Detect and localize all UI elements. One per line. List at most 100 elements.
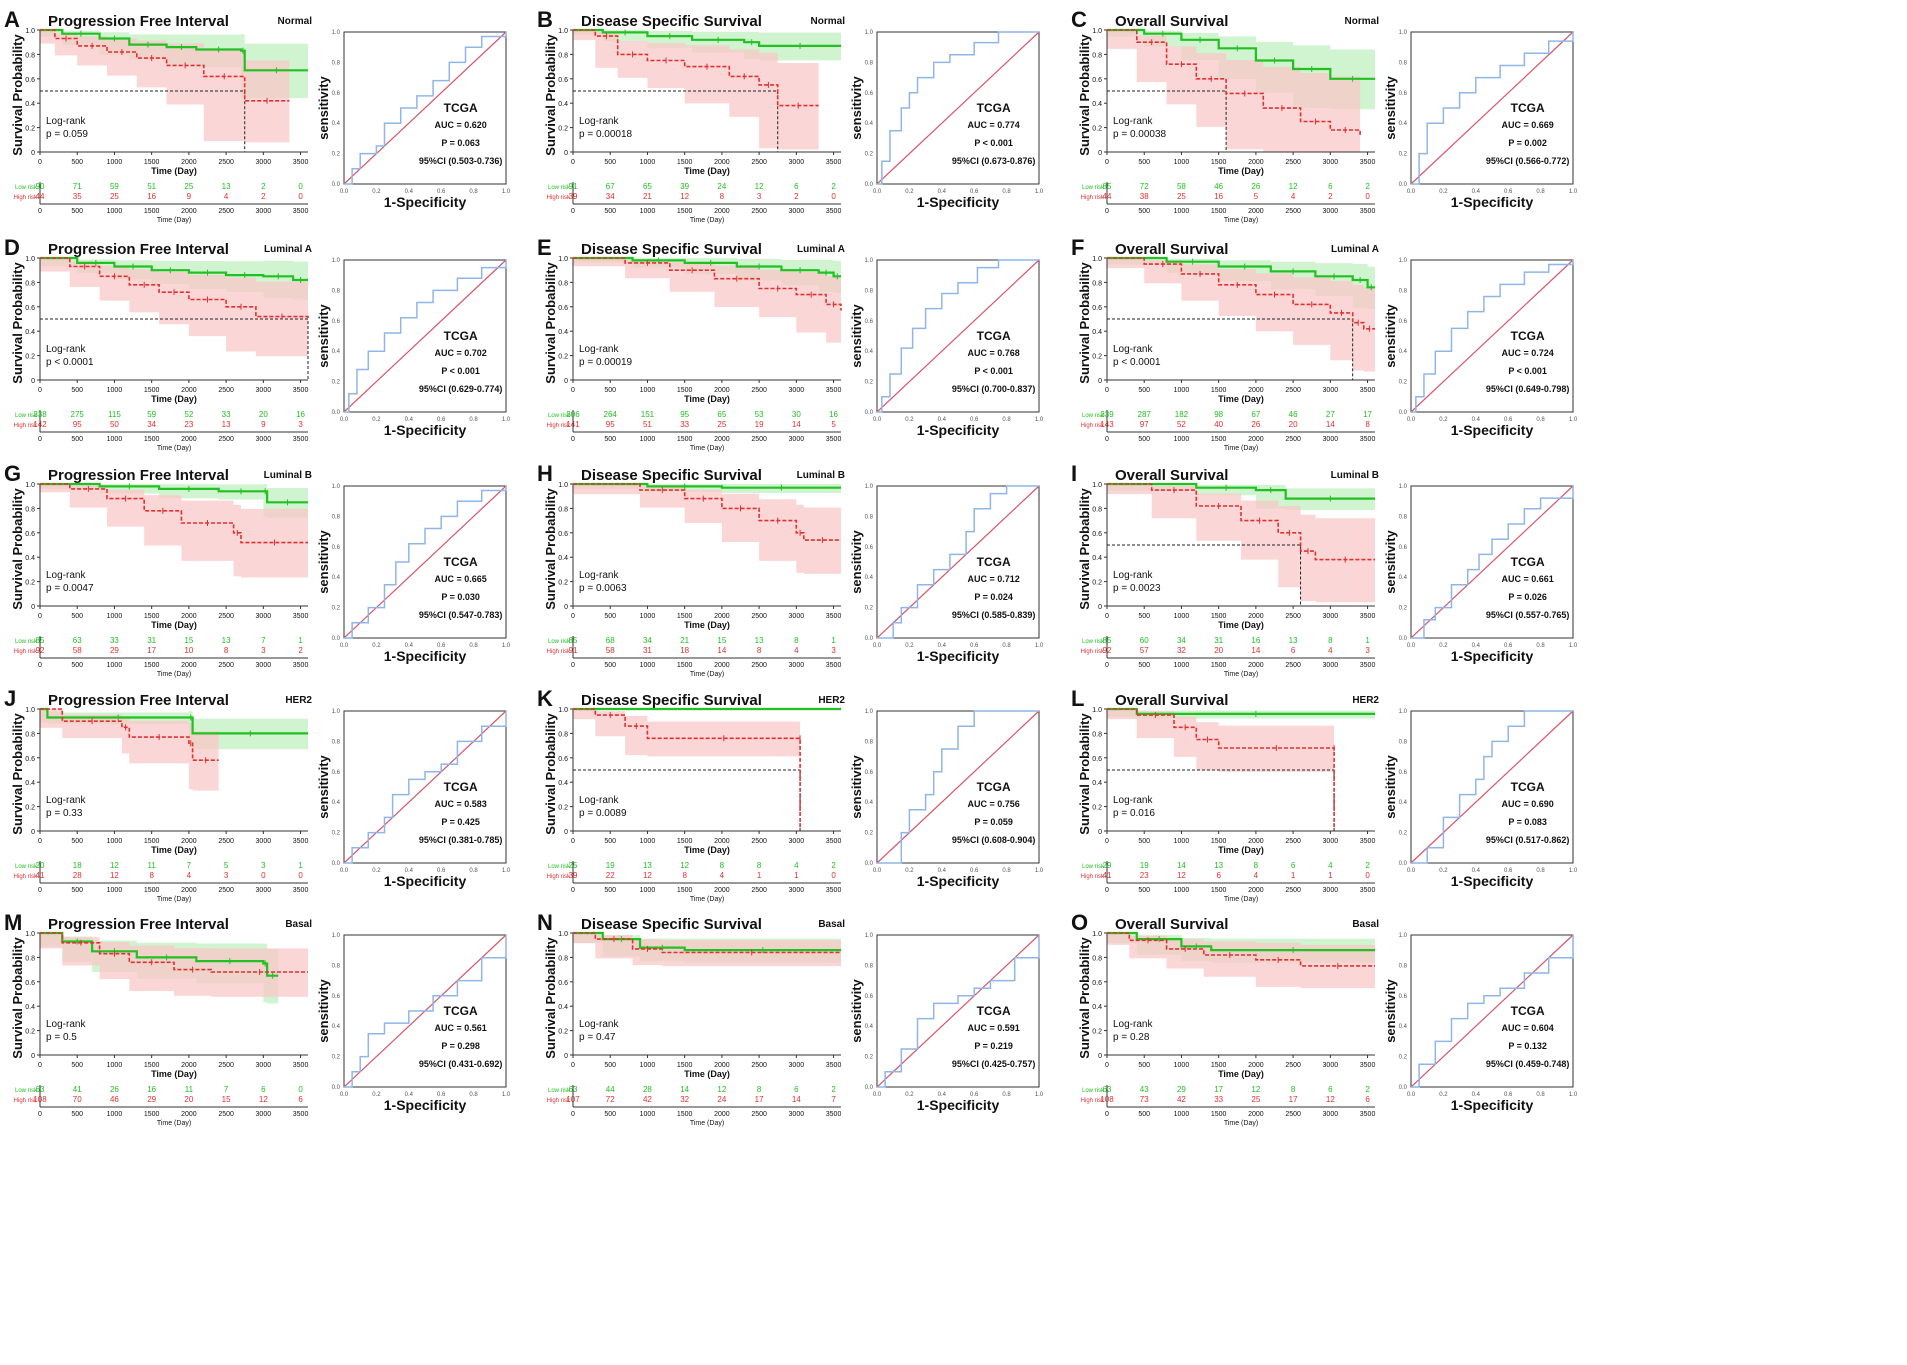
roc-x-tick-label: 0.8 bbox=[1536, 417, 1545, 423]
roc-x-tick-label: 0.2 bbox=[905, 868, 914, 874]
risk-table-x-tick: 3000 bbox=[256, 1111, 272, 1118]
roc-y-tick-label: 0.4 bbox=[1399, 575, 1408, 581]
logrank-p-value: p = 0.28 bbox=[1113, 1032, 1150, 1043]
x-tick-label: 3500 bbox=[826, 159, 842, 166]
risk-table-x-tick: 2500 bbox=[218, 436, 234, 443]
roc-x-tick-label: 1.0 bbox=[1035, 1092, 1044, 1098]
roc-y-tick-label: 0.4 bbox=[1399, 121, 1408, 127]
risk-count-low: 15 bbox=[184, 636, 193, 645]
roc-y-tick-label: 0.0 bbox=[332, 410, 341, 416]
roc-y-tick-label: 0.2 bbox=[865, 606, 874, 612]
roc-panel-J: 0.00.0 0.2 0.2 0.4 0.4 0.6 0.6 0.8 0.8 1.0 1.0 1-Sp… bbox=[316, 709, 511, 889]
risk-count-low: 2 bbox=[831, 1085, 836, 1094]
y-tick-label: 1.0 bbox=[1092, 931, 1102, 938]
risk-count-high: 2 bbox=[1328, 192, 1333, 201]
risk-count-high: 20 bbox=[1289, 420, 1298, 429]
x-tick-label: 3500 bbox=[826, 613, 842, 620]
risk-count-low: 63 bbox=[73, 636, 82, 645]
risk-count-low: 264 bbox=[604, 410, 618, 419]
y-tick-label: 0.2 bbox=[1092, 354, 1102, 361]
risk-count-low: 63 bbox=[569, 1085, 578, 1094]
risk-count-high: 21 bbox=[643, 192, 652, 201]
km-panel-B: B Disease Specific Survival Normal 0 0.2 0.4 0… bbox=[537, 7, 845, 224]
roc-frame bbox=[343, 710, 507, 864]
roc-x-tick-label: 0.2 bbox=[1439, 1092, 1448, 1098]
roc-x-tick-label: 1.0 bbox=[1569, 189, 1578, 195]
logrank-label: Log-rank bbox=[579, 795, 619, 806]
roc-frame bbox=[343, 31, 507, 185]
roc-x-tick-label: 0.6 bbox=[970, 1092, 979, 1098]
x-tick-label: 500 bbox=[71, 1062, 83, 1069]
risk-count-low: 13 bbox=[1289, 636, 1298, 645]
risk-count-low: 13 bbox=[222, 182, 231, 191]
risk-count-low: 95 bbox=[680, 410, 689, 419]
roc-panel-H: 0.00.0 0.2 0.2 0.4 0.4 0.6 0.6 0.8 0.8 1.0 1.0 1-Sp… bbox=[849, 484, 1044, 664]
roc-reference-line bbox=[343, 259, 507, 413]
risk-table-x-tick: 0 bbox=[1105, 887, 1109, 894]
high-risk-curve bbox=[40, 483, 308, 544]
roc-x-tick-label: 0.6 bbox=[1504, 417, 1513, 423]
roc-ci-value: 95%CI (0.673-0.876) bbox=[952, 156, 1036, 166]
roc-y-tick-label: 1.0 bbox=[865, 709, 874, 715]
risk-table-x-tick: 2500 bbox=[751, 208, 767, 215]
y-tick-label: 1.0 bbox=[25, 931, 35, 938]
roc-y-tick-label: 0.8 bbox=[865, 739, 874, 745]
y-tick-label: 0 bbox=[1098, 604, 1102, 611]
risk-table-x-tick: 1500 bbox=[677, 436, 693, 443]
x-tick-label: 3500 bbox=[293, 387, 309, 394]
roc-y-tick-label: 0.6 bbox=[1399, 319, 1408, 325]
roc-y-tick-label: 0.2 bbox=[332, 152, 341, 158]
roc-cohort-label: TCGA bbox=[444, 1004, 478, 1018]
risk-count-high: 0 bbox=[1365, 871, 1370, 880]
risk-table-x-tick: 2000 bbox=[1248, 436, 1264, 443]
x-tick-label: 500 bbox=[1138, 387, 1150, 394]
x-tick-label: 3000 bbox=[1323, 1062, 1339, 1069]
roc-curve bbox=[344, 486, 507, 639]
risk-count-low: 20 bbox=[36, 861, 45, 870]
risk-table-low-label: Low risk bbox=[1082, 413, 1105, 419]
y-tick-label: 0.6 bbox=[1092, 531, 1102, 538]
risk-count-low: 20 bbox=[259, 410, 268, 419]
risk-count-low: 31 bbox=[1214, 636, 1223, 645]
y-tick-label: 0.8 bbox=[558, 731, 568, 738]
roc-x-tick-label: 0.4 bbox=[1472, 1092, 1481, 1098]
roc-y-tick-label: 0.0 bbox=[332, 861, 341, 867]
roc-x-tick-label: 0.8 bbox=[469, 189, 478, 195]
roc-y-tick-label: 0.6 bbox=[332, 994, 341, 1000]
risk-table-x-tick: 1000 bbox=[1174, 436, 1190, 443]
risk-count-high: 17 bbox=[755, 1095, 764, 1104]
risk-count-low: 1 bbox=[1365, 636, 1370, 645]
risk-table-x-tick: 3000 bbox=[256, 887, 272, 894]
risk-count-high: 92 bbox=[1103, 646, 1112, 655]
roc-y-label: sensitivity bbox=[316, 75, 331, 139]
roc-x-tick-label: 0.6 bbox=[970, 189, 979, 195]
roc-x-tick-label: 0.2 bbox=[905, 417, 914, 423]
risk-table-high-label: High risk bbox=[1081, 1098, 1105, 1104]
roc-y-tick-label: 0.4 bbox=[1399, 800, 1408, 806]
risk-table-x-tick: 3000 bbox=[256, 208, 272, 215]
risk-table-x-tick: 1500 bbox=[1211, 662, 1227, 669]
roc-x-tick-label: 0.8 bbox=[1536, 189, 1545, 195]
risk-table-x-label: Time (Day) bbox=[157, 217, 191, 224]
risk-count-low: 2 bbox=[261, 182, 266, 191]
risk-table-x-tick: 0 bbox=[1105, 436, 1109, 443]
y-tick-label: 0.8 bbox=[25, 52, 35, 59]
risk-table-x-tick: 2000 bbox=[181, 1111, 197, 1118]
y-tick-label: 0.6 bbox=[25, 305, 35, 312]
risk-count-high: 4 bbox=[1291, 192, 1296, 201]
x-tick-label: 3000 bbox=[1323, 838, 1339, 845]
risk-count-high: 8 bbox=[149, 871, 154, 880]
roc-x-tick-label: 1.0 bbox=[502, 189, 511, 195]
y-tick-label: 0.8 bbox=[558, 506, 568, 513]
roc-p-value: P < 0.001 bbox=[441, 366, 480, 376]
risk-table-x-tick: 1000 bbox=[640, 208, 656, 215]
risk-table-x-tick: 1500 bbox=[144, 208, 160, 215]
y-tick-label: 0.8 bbox=[25, 506, 35, 513]
y-tick-label: 0.6 bbox=[1092, 305, 1102, 312]
risk-count-high: 4 bbox=[1254, 871, 1259, 880]
roc-cohort-label: TCGA bbox=[444, 329, 478, 343]
risk-table-x-tick: 3000 bbox=[789, 887, 805, 894]
y-tick-label: 0 bbox=[564, 378, 568, 385]
panel-letter: G bbox=[4, 461, 21, 486]
roc-x-tick-label: 0.2 bbox=[372, 643, 381, 649]
